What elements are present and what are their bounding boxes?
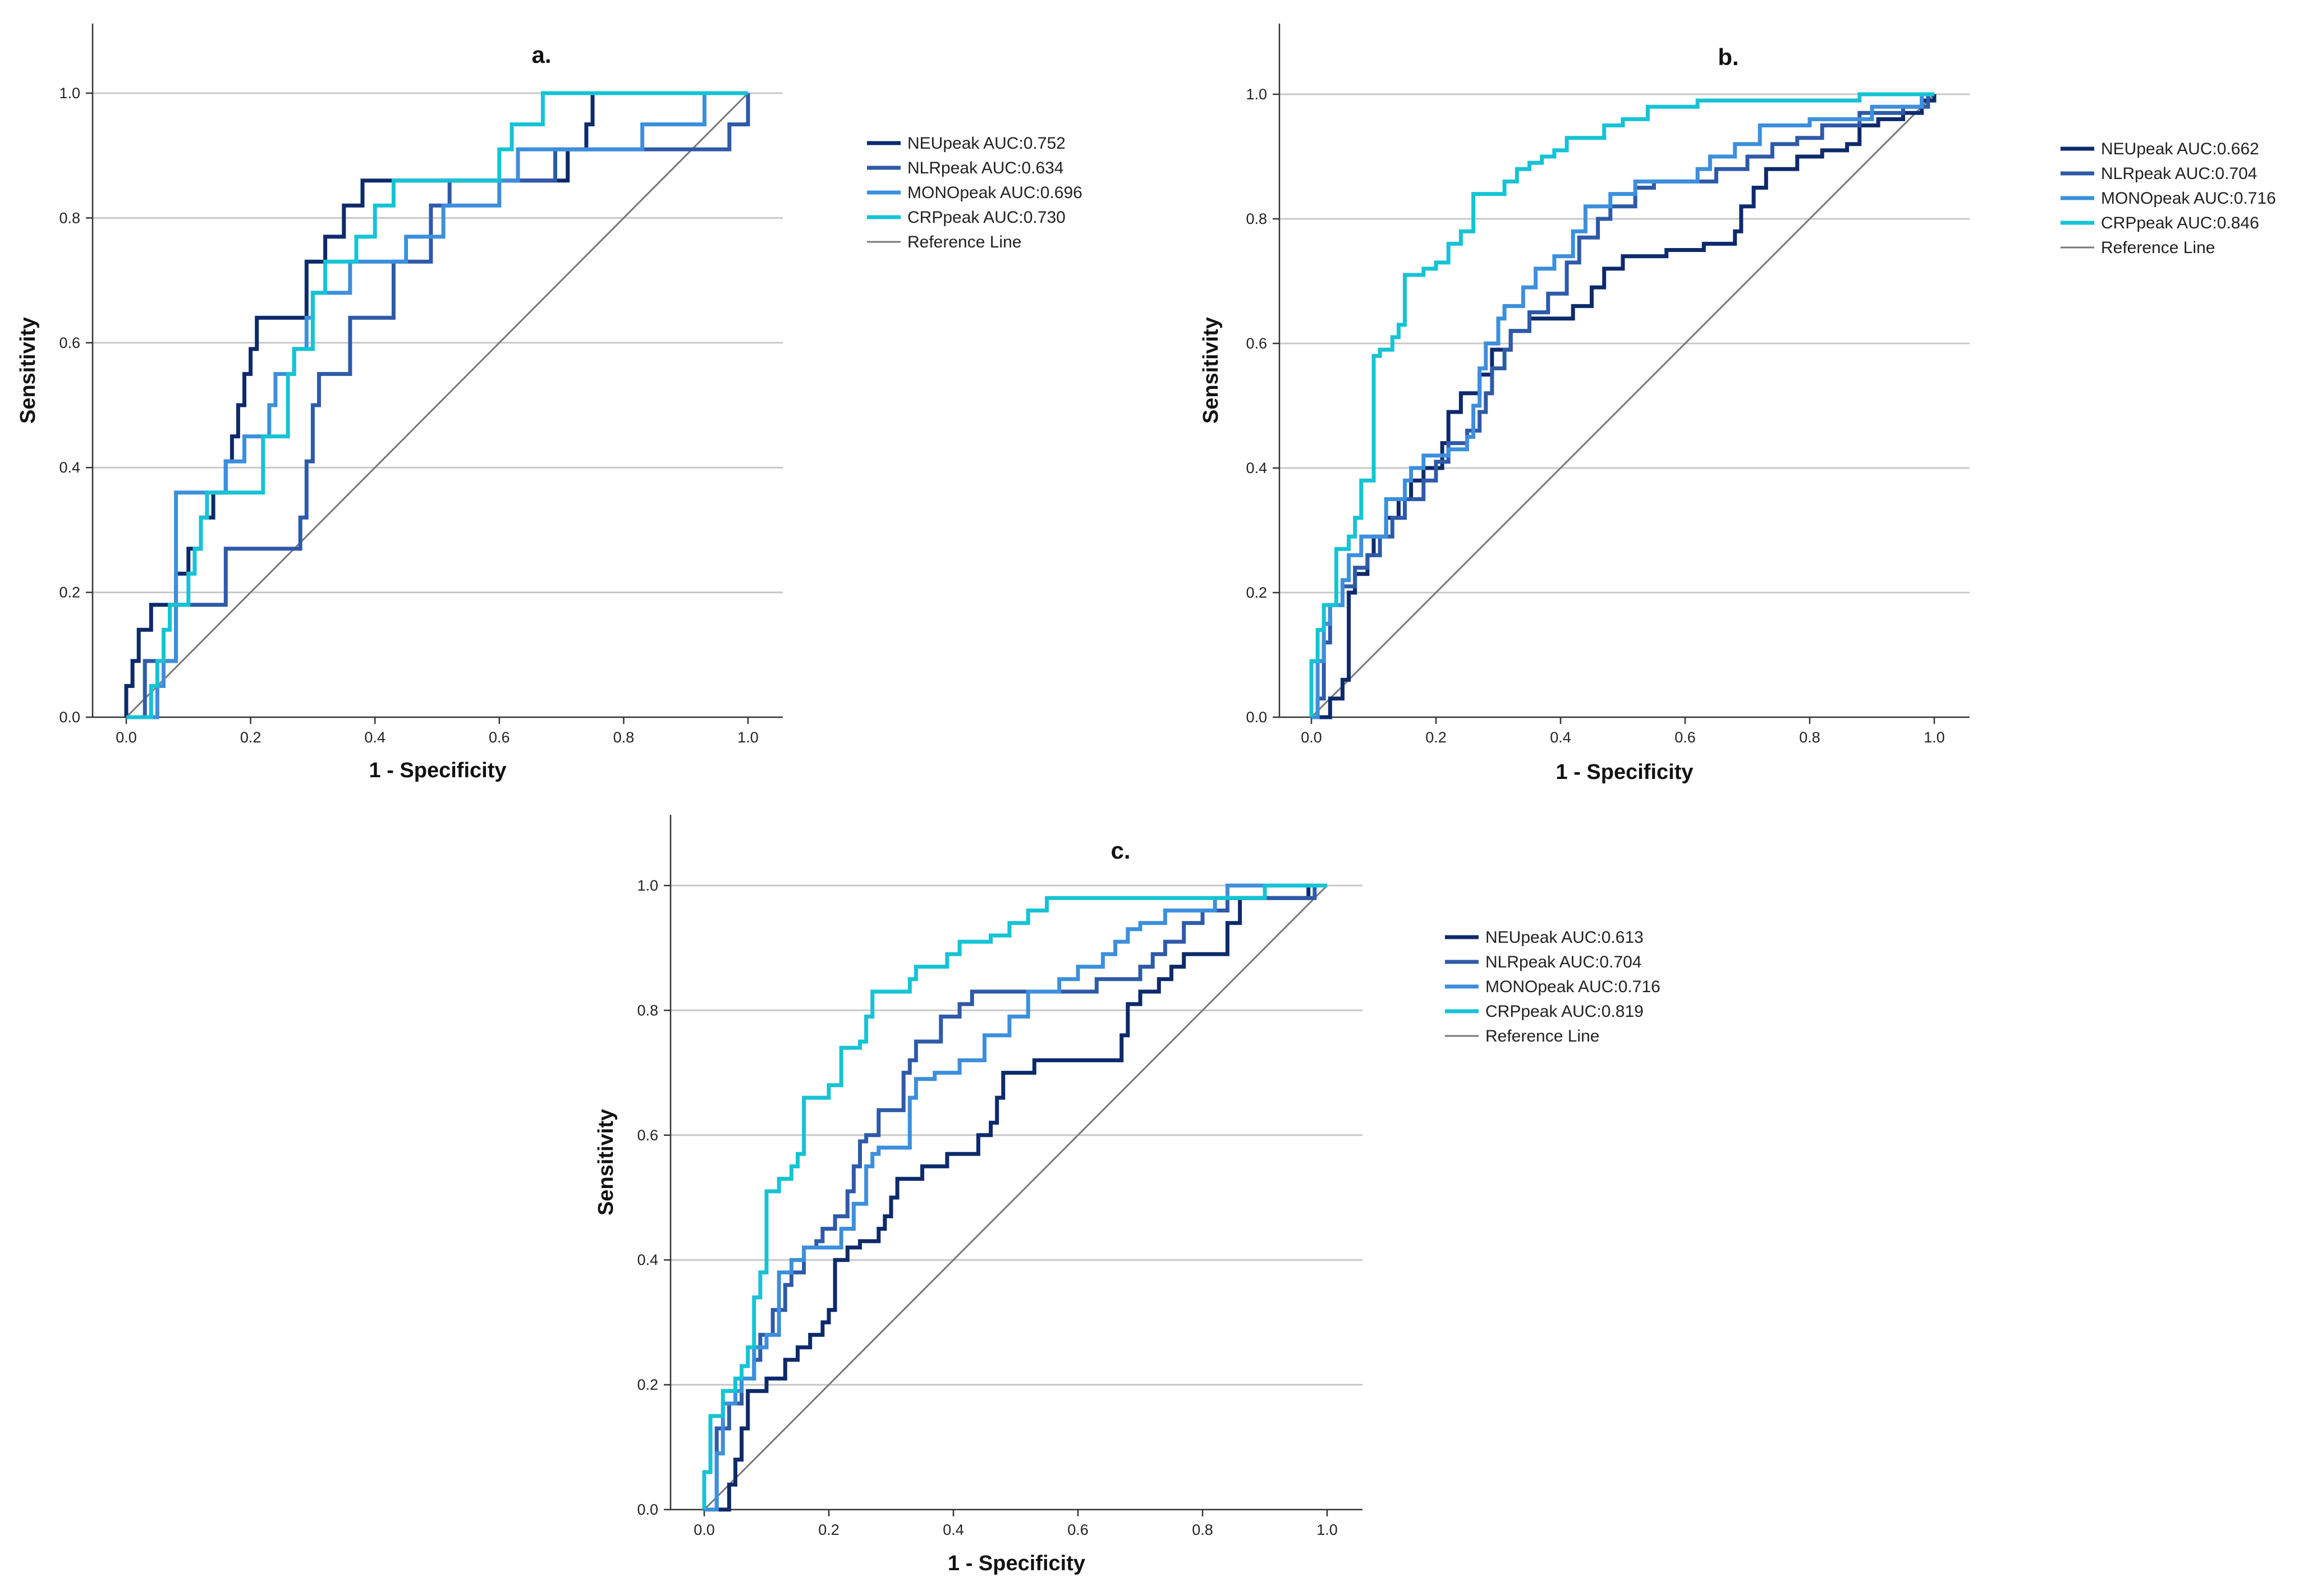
legend-label: NLRpeak AUC:0.634: [907, 159, 1064, 177]
y-tick-label: 1.0: [1246, 86, 1267, 103]
y-axis-label: Sensitivity: [594, 1109, 618, 1216]
roc-curve: [702, 883, 1327, 1510]
roc-curve: [1311, 92, 1934, 719]
reference-line: [125, 92, 749, 718]
y-tick-label: 0.8: [637, 1002, 658, 1019]
roc-curve: [704, 883, 1327, 1512]
x-tick-label: 1.0: [737, 729, 759, 746]
y-axis-label: Sensitivity: [16, 317, 40, 424]
x-tick-label: 1.0: [1316, 1521, 1338, 1538]
x-tick-label: 0.6: [1067, 1521, 1089, 1538]
legend: NEUpeak AUC:0.613 NLRpeak AUC:0.704 MONOpe…: [1445, 928, 1660, 1045]
y-tick-label: 0.8: [59, 209, 80, 226]
x-tick-label: 0.8: [613, 729, 635, 746]
y-tick-label: 0.2: [637, 1377, 658, 1393]
x-axis-label: 1 - Specificity: [369, 759, 507, 782]
legend-label: MONOpeak AUC:0.716: [2101, 189, 2276, 208]
x-tick-label: 0.4: [364, 729, 386, 746]
legend-label: CRPpeak AUC:0.819: [1485, 1002, 1644, 1021]
y-tick-label: 0.2: [1246, 584, 1267, 601]
y-tick-label: 0.2: [59, 584, 80, 601]
roc-curve: [1309, 92, 1934, 717]
roc-curve: [126, 91, 748, 719]
x-tick-label: 1.0: [1924, 729, 1945, 746]
x-axis-label: 1 - Specificity: [948, 1552, 1085, 1575]
legend-label: NEUpeak AUC:0.752: [907, 134, 1066, 153]
x-tick-label: 0.4: [943, 1521, 964, 1538]
x-tick-label: 0.6: [1674, 729, 1696, 746]
x-tick-label: 0.4: [1550, 729, 1571, 746]
y-tick-label: 0.0: [59, 709, 80, 726]
legend: NEUpeak AUC:0.662 NLRpeak AUC:0.704 MONOpe…: [2061, 140, 2276, 257]
legend-label: Reference Line: [2101, 239, 2215, 257]
roc-curve: [1311, 92, 1934, 719]
legend-label: MONOpeak AUC:0.696: [907, 184, 1082, 202]
roc-panel: 0.0 0.2 0.4 0.6 0.8 1.0 0.0 0.2 0.4 0.6 0.8 1.0 b. 1 …: [1199, 24, 2276, 784]
legend-label: CRPpeak AUC:0.846: [2101, 214, 2259, 232]
legend-label: MONOpeak AUC:0.716: [1485, 978, 1660, 996]
roc-curve: [126, 93, 750, 719]
x-axis-label: 1 - Specificity: [1556, 760, 1694, 784]
y-tick-label: 0.6: [59, 334, 80, 351]
roc-curve: [704, 883, 1327, 1512]
x-tick-label: 0.2: [240, 729, 261, 746]
x-tick-label: 0.0: [694, 1521, 715, 1538]
legend: NEUpeak AUC:0.752 NLRpeak AUC:0.634 MONOpe…: [867, 134, 1082, 251]
legend-label: NLRpeak AUC:0.704: [2101, 164, 2257, 183]
roc-panel: 0.0 0.2 0.4 0.6 0.8 1.0 0.0 0.2 0.4 0.6 0.8 1.0 a. 1 …: [16, 24, 1082, 782]
legend-label: CRPpeak AUC:0.730: [907, 208, 1066, 227]
panel-title: c.: [1111, 837, 1130, 864]
y-tick-label: 0.4: [637, 1251, 658, 1268]
legend-label: Reference Line: [1485, 1027, 1599, 1045]
roc-curve: [124, 91, 748, 717]
reference-line: [1310, 93, 1935, 718]
y-tick-label: 0.8: [1246, 210, 1267, 227]
legend-label: Reference Line: [907, 233, 1021, 251]
legend-label: NEUpeak AUC:0.662: [2101, 140, 2259, 158]
y-tick-label: 0.4: [59, 459, 80, 476]
legend-label: NEUpeak AUC:0.613: [1485, 928, 1644, 947]
x-tick-label: 0.8: [1799, 729, 1820, 746]
y-tick-label: 0.0: [637, 1501, 658, 1518]
y-tick-label: 0.4: [1246, 460, 1267, 476]
legend-label: NLRpeak AUC:0.704: [1485, 953, 1642, 971]
y-tick-label: 1.0: [637, 877, 658, 894]
panel-title: a.: [531, 42, 551, 68]
x-tick-label: 0.2: [1425, 729, 1447, 746]
y-tick-label: 0.6: [637, 1127, 658, 1144]
y-axis-label: Sensitivity: [1199, 317, 1223, 424]
roc-curve: [1311, 94, 1937, 719]
y-tick-label: 0.0: [1246, 709, 1267, 726]
y-tick-label: 0.6: [1246, 335, 1267, 352]
roc-curve: [126, 91, 748, 719]
x-tick-label: 0.0: [1301, 729, 1322, 746]
y-tick-label: 1.0: [59, 85, 80, 102]
x-tick-label: 0.6: [489, 729, 510, 746]
x-tick-label: 0.0: [116, 729, 137, 746]
roc-panel: 0.0 0.2 0.4 0.6 0.8 1.0 0.0 0.2 0.4 0.6 0.8 1.0 c. 1 …: [594, 815, 1660, 1575]
x-tick-label: 0.8: [1192, 1521, 1213, 1538]
x-tick-label: 0.2: [818, 1521, 839, 1538]
panel-title: b.: [1718, 44, 1738, 70]
reference-line: [703, 884, 1328, 1511]
